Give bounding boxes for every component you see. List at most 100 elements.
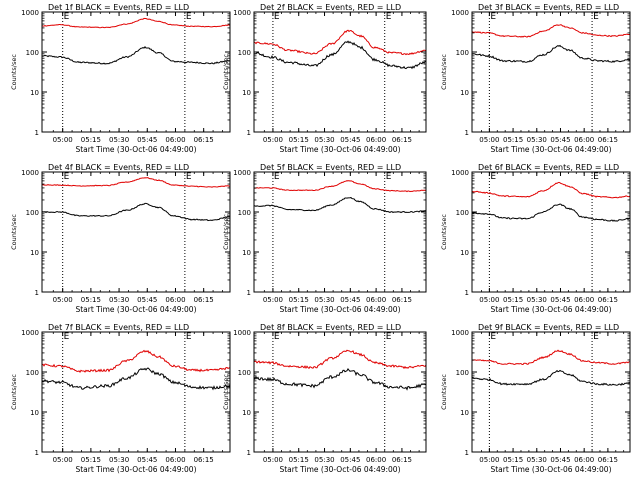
x-tick-label: 06:15 (598, 136, 618, 144)
x-axis-label: Start Time (30-Oct-06 04:49:00) (490, 465, 611, 474)
x-tick-label: 05:30 (314, 136, 334, 144)
event-marker-label: E (386, 332, 392, 342)
x-tick-label: 05:00 (53, 136, 73, 144)
x-tick-label: 05:15 (81, 136, 101, 144)
x-tick-label: 06:00 (366, 136, 386, 144)
x-tick-label: 05:00 (479, 456, 499, 464)
x-tick-label: 05:45 (550, 136, 570, 144)
x-tick-label: 05:30 (109, 136, 129, 144)
y-tick-label: 100 (456, 209, 469, 217)
x-tick-label: 05:00 (263, 456, 283, 464)
y-axis-label: Counts/sec (440, 374, 448, 410)
x-tick-label: 05:30 (527, 456, 547, 464)
panel-title: Det 9f BLACK = Events, RED = LLD (478, 323, 619, 332)
x-tick-label: 06:15 (598, 456, 618, 464)
y-tick-label: 1000 (451, 9, 469, 17)
event-marker-label: E (186, 12, 192, 22)
y-tick-label: 1000 (233, 169, 251, 177)
plot-frame (41, 11, 231, 133)
x-tick-label: 05:30 (109, 456, 129, 464)
series-line-lld (253, 180, 427, 193)
y-axis-label: Counts/sec (440, 54, 448, 90)
x-tick-label: 06:00 (165, 296, 185, 304)
y-tick-label: 1 (35, 449, 39, 457)
panel-1: Det 1f BLACK = Events, RED = LLD Counts/s… (10, 3, 231, 154)
event-marker-label: E (64, 172, 70, 182)
panel-6: Det 6f BLACK = Events, RED = LLD Counts/s… (440, 163, 631, 314)
series-line-lld (471, 349, 631, 366)
x-tick-label: 05:45 (340, 456, 360, 464)
y-tick-label: 1000 (21, 169, 39, 177)
y-tick-label: 10 (242, 89, 251, 97)
panel-title: Det 8f BLACK = Events, RED = LLD (260, 323, 401, 332)
x-tick-label: 06:15 (392, 456, 412, 464)
plot-frame (41, 331, 231, 453)
y-tick-label: 1 (35, 129, 39, 137)
x-tick-label: 06:00 (574, 456, 594, 464)
x-tick-label: 05:30 (314, 296, 334, 304)
y-tick-label: 10 (30, 89, 39, 97)
y-tick-label: 10 (460, 249, 469, 257)
panel-title: Det 1f BLACK = Events, RED = LLD (48, 3, 189, 12)
y-tick-label: 1 (247, 289, 251, 297)
panel-title: Det 5f BLACK = Events, RED = LLD (260, 163, 401, 172)
series-line-events (471, 203, 631, 222)
plot-frame (471, 171, 631, 293)
y-tick-label: 10 (460, 409, 469, 417)
event-marker-label: E (274, 172, 280, 182)
plot-frame (253, 171, 427, 293)
y-tick-label: 10 (460, 89, 469, 97)
x-axis-label: Start Time (30-Oct-06 04:49:00) (75, 305, 196, 314)
series-line-lld (41, 177, 231, 188)
panel-title: Det 2f BLACK = Events, RED = LLD (260, 3, 401, 12)
y-tick-label: 100 (238, 209, 251, 217)
y-tick-label: 100 (238, 49, 251, 57)
x-tick-label: 05:45 (137, 296, 157, 304)
x-tick-label: 05:45 (550, 456, 570, 464)
x-axis-label: Start Time (30-Oct-06 04:49:00) (279, 145, 400, 154)
series-line-events (471, 369, 631, 386)
x-tick-label: 06:15 (598, 296, 618, 304)
y-tick-label: 1 (247, 449, 251, 457)
series-line-lld (471, 24, 630, 38)
y-tick-label: 1 (465, 289, 469, 297)
panel-2: Det 2f BLACK = Events, RED = LLD Counts/s… (222, 3, 427, 154)
x-tick-label: 05:15 (81, 456, 101, 464)
x-tick-label: 06:00 (574, 136, 594, 144)
series-line-events (41, 202, 230, 222)
x-tick-label: 06:15 (194, 456, 214, 464)
y-tick-label: 10 (242, 409, 251, 417)
y-tick-label: 100 (26, 209, 39, 217)
event-marker-label: E (386, 172, 392, 182)
panel-9: Det 9f BLACK = Events, RED = LLD Counts/s… (440, 323, 631, 474)
x-tick-label: 06:00 (366, 296, 386, 304)
x-tick-label: 05:15 (289, 456, 309, 464)
series-line-events (41, 367, 231, 391)
event-marker-label: E (64, 12, 70, 22)
series-line-lld (41, 17, 231, 29)
x-axis-label: Start Time (30-Oct-06 04:49:00) (75, 465, 196, 474)
x-axis-label: Start Time (30-Oct-06 04:49:00) (279, 465, 400, 474)
y-axis-label: Counts/sec (222, 54, 230, 90)
event-marker-label: E (64, 332, 70, 342)
x-tick-label: 05:45 (340, 296, 360, 304)
y-tick-label: 1000 (451, 329, 469, 337)
y-axis-label: Counts/sec (10, 374, 18, 410)
event-marker-label: E (274, 12, 280, 22)
series-line-events (41, 46, 231, 65)
event-marker-label: E (186, 332, 192, 342)
series-line-events (253, 367, 427, 391)
panel-title: Det 4f BLACK = Events, RED = LLD (48, 163, 189, 172)
x-tick-label: 05:00 (53, 296, 73, 304)
x-tick-label: 06:15 (194, 136, 214, 144)
event-marker-label: E (490, 172, 496, 182)
y-tick-label: 1000 (21, 329, 39, 337)
x-tick-label: 05:45 (137, 136, 157, 144)
plot-frame (471, 331, 631, 453)
x-tick-label: 05:15 (503, 456, 523, 464)
panel-title: Det 3f BLACK = Events, RED = LLD (478, 3, 619, 12)
series-line-lld (253, 349, 427, 370)
x-tick-label: 05:45 (550, 296, 570, 304)
panel-title: Det 6f BLACK = Events, RED = LLD (478, 163, 619, 172)
x-tick-label: 05:00 (479, 296, 499, 304)
